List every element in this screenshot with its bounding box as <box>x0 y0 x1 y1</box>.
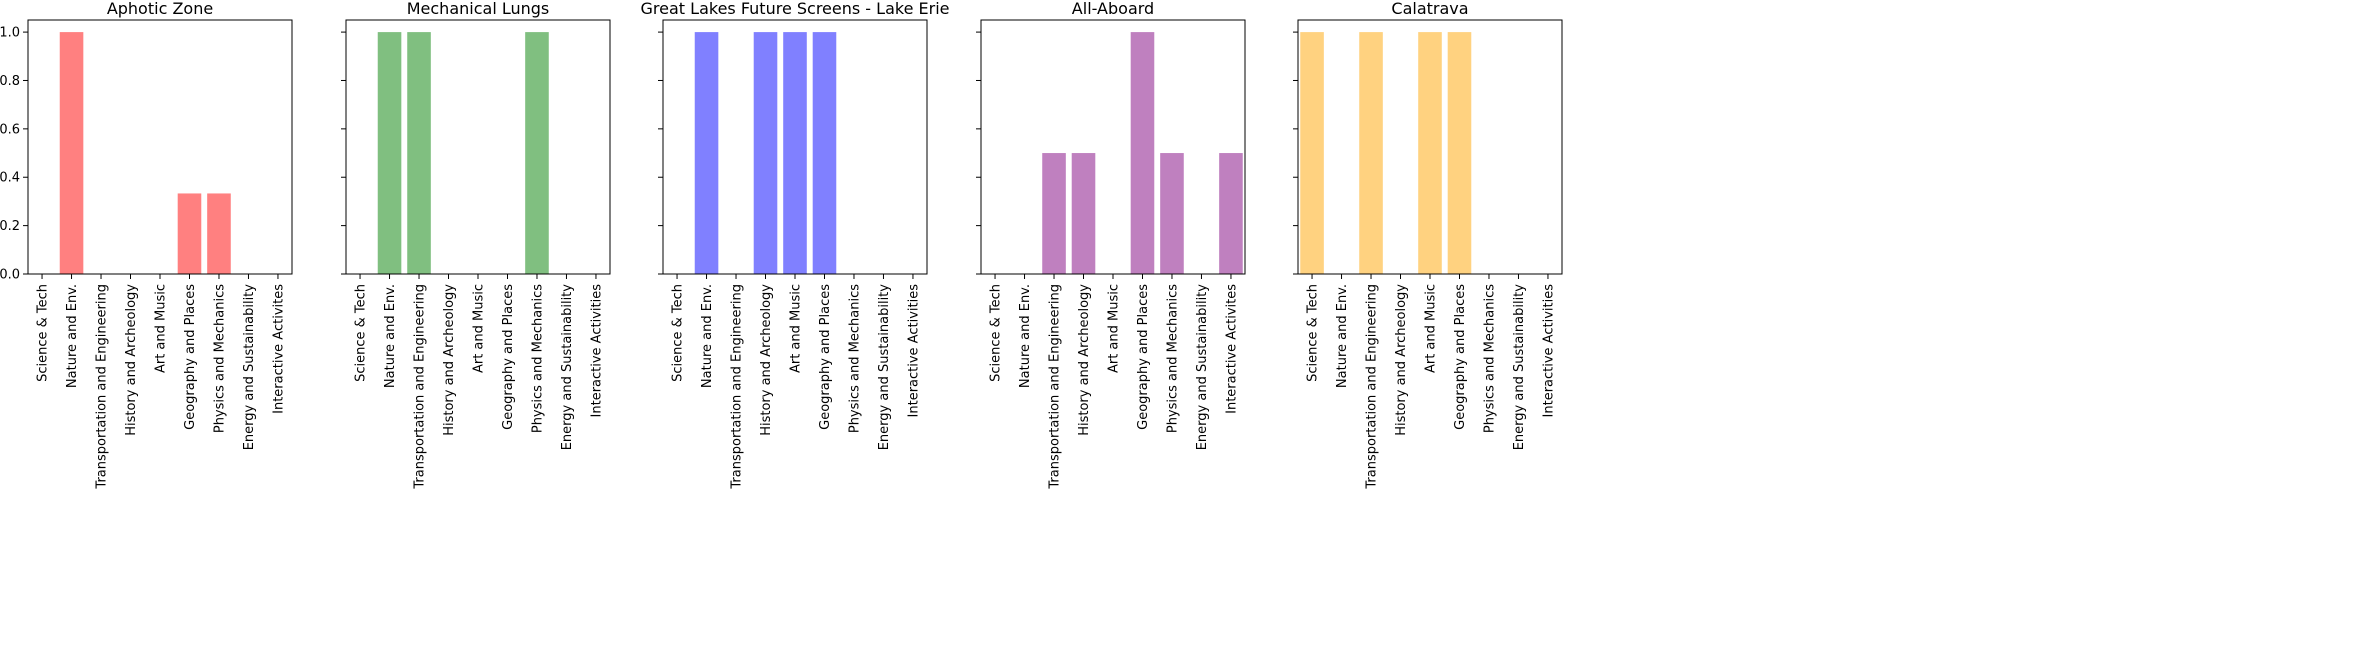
subplot-title: Calatrava <box>1391 0 1468 18</box>
x-tick-label: Transportation and Engineering <box>1365 284 1380 490</box>
bar-4-9 <box>1219 153 1243 274</box>
x-tick-label: Interactive Activities <box>589 284 604 418</box>
x-tick-label: Geography and Places <box>818 284 833 430</box>
subplot-3: Great Lakes Future Screens - Lake Erie Sc… <box>641 0 950 490</box>
x-tick-label: Geography and Places <box>1136 284 1151 430</box>
x-tick-label: Interactive Activities <box>906 284 921 418</box>
x-tick-label: Transportation and Engineering <box>1048 284 1063 490</box>
x-tick-label: Energy and Sustainability <box>877 284 892 451</box>
x-tick-label: Science & Tech <box>354 284 369 382</box>
y-tick-label: 0.0 <box>0 268 20 283</box>
x-tick-label: Physics and Mechanics <box>530 284 545 433</box>
bar-2-3 <box>407 32 431 274</box>
bar-5-1 <box>1300 32 1324 274</box>
y-tick-label: 0.6 <box>0 122 20 137</box>
x-tick-label: History and Archeology <box>1394 284 1409 436</box>
x-tick-label: Interactive Activites <box>1224 284 1239 414</box>
bar-4-6 <box>1130 32 1155 274</box>
x-tick-label: Geography and Places <box>1453 284 1468 430</box>
x-tick-label: Geography and Places <box>501 284 516 430</box>
x-tick-label: Art and Music <box>1107 284 1122 373</box>
bar-2-2 <box>377 32 402 274</box>
y-tick-label: 0.2 <box>0 219 20 234</box>
bar-3-2 <box>694 32 719 274</box>
bar-3-4 <box>753 32 778 274</box>
x-tick-label: Transportation and Engineering <box>730 284 745 490</box>
bar-5-6 <box>1447 32 1472 274</box>
bar-5-5 <box>1418 32 1442 274</box>
subplot-title: All-Aboard <box>1072 0 1154 18</box>
x-tick-label: History and Archeology <box>442 284 457 436</box>
bar-2-7 <box>525 32 549 274</box>
bar-3-6 <box>812 32 837 274</box>
x-tick-label: Science & Tech <box>36 284 51 382</box>
subplot-5: Calatrava Science & Tech Nature and Env. Tr… <box>1293 0 1563 490</box>
x-tick-label: Physics and Mechanics <box>1482 284 1497 433</box>
x-tick-label: Transportation and Engineering <box>413 284 428 490</box>
x-tick-label: Physics and Mechanics <box>847 284 862 433</box>
subplot-4: All-Aboard Science & Tech Nature and Env. T… <box>976 0 1246 490</box>
x-tick-label: Nature and Env. <box>383 284 398 388</box>
x-tick-label: Science & Tech <box>989 284 1004 382</box>
subplot-title: Aphotic Zone <box>107 0 213 18</box>
x-tick-label: Geography and Places <box>183 284 198 430</box>
x-tick-label: Art and Music <box>472 284 487 373</box>
subplot-1: Aphotic Zone 0.0 0.2 0.4 0.6 0.8 1.0 Science & … <box>0 0 293 490</box>
y-tick-label: 1.0 <box>0 26 20 41</box>
x-tick-label: Interactive Activities <box>1541 284 1556 418</box>
x-tick-label: Physics and Mechanics <box>1165 284 1180 433</box>
subplot-title: Mechanical Lungs <box>407 0 550 18</box>
x-tick-label: History and Archeology <box>124 284 139 436</box>
bar-4-7 <box>1160 153 1184 274</box>
x-tick-label: Art and Music <box>154 284 169 373</box>
x-tick-label: Art and Music <box>1424 284 1439 373</box>
bar-1-6 <box>177 193 202 274</box>
bar-1-2 <box>59 32 84 274</box>
subplot-title: Great Lakes Future Screens - Lake Erie <box>641 0 950 18</box>
x-tick-label: Energy and Sustainability <box>1195 284 1210 451</box>
bar-4-3 <box>1042 153 1066 274</box>
x-tick-label: Interactive Activites <box>271 284 286 414</box>
x-tick-label: Energy and Sustainability <box>242 284 257 451</box>
x-tick-label: Science & Tech <box>671 284 686 382</box>
y-tick-label: 0.4 <box>0 171 20 186</box>
x-tick-label: Transportation and Engineering <box>95 284 110 490</box>
x-tick-label: History and Archeology <box>1077 284 1092 436</box>
axes-frame <box>980 19 1246 275</box>
x-tick-label: Nature and Env. <box>1018 284 1033 388</box>
x-tick-label: Science & Tech <box>1306 284 1321 382</box>
x-tick-label: Physics and Mechanics <box>212 284 227 433</box>
x-tick-label: Energy and Sustainability <box>1512 284 1527 451</box>
x-tick-label: Nature and Env. <box>1335 284 1350 388</box>
bar-4-4 <box>1071 153 1096 274</box>
x-tick-label: Energy and Sustainability <box>560 284 575 451</box>
bar-1-7 <box>207 193 231 274</box>
bar-5-3 <box>1359 32 1383 274</box>
x-tick-label: Nature and Env. <box>65 284 80 388</box>
subplot-2: Mechanical Lungs Science & Tech Nature and… <box>341 0 611 490</box>
x-tick-label: Nature and Env. <box>700 284 715 388</box>
y-tick-label: 0.8 <box>0 74 20 89</box>
bar-3-5 <box>783 32 807 274</box>
x-tick-label: History and Archeology <box>759 284 774 436</box>
x-tick-label: Art and Music <box>789 284 804 373</box>
